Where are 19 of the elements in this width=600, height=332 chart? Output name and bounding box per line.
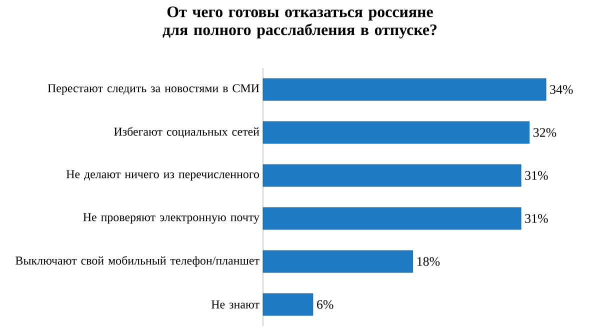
y-tick-label: Избегают социальных сетей: [114, 127, 260, 138]
bar: [262, 78, 546, 101]
y-tick-label: Не проверяют электронную почту: [83, 213, 260, 224]
bar: [262, 164, 522, 187]
data-label: 34%: [550, 85, 573, 94]
bar: [262, 293, 314, 316]
data-label: 31%: [525, 171, 548, 180]
bar: [262, 121, 530, 144]
data-label: 6%: [317, 300, 334, 309]
data-label: 31%: [525, 214, 548, 223]
y-tick-label: Перестают следить за новостями в СМИ: [48, 84, 260, 95]
data-label: 18%: [418, 257, 440, 266]
y-tick-label: Выключают свой мобильный телефон/планшет: [16, 256, 260, 268]
y-tick-label: Не знают: [211, 300, 260, 308]
data-label: 32%: [534, 128, 556, 137]
y-tick-label: Не делают ничего из перечисленного: [66, 170, 260, 181]
bar: [262, 250, 414, 273]
bar: [262, 207, 522, 230]
chart-title: От чего готовы отказаться россияне для полного расслабления в отпуске?: [162, 6, 437, 38]
